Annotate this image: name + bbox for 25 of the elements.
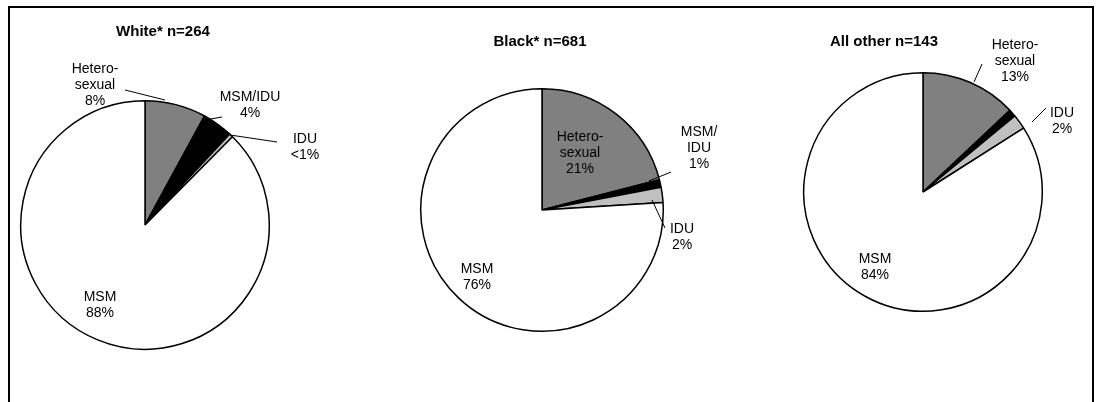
data-label: <1% — [290, 145, 320, 162]
slice-label: MSM/IDU — [680, 122, 718, 155]
data-label: 88% — [85, 303, 115, 320]
slice-label: MSM/IDU — [219, 87, 281, 104]
slice-label: IDU — [669, 219, 695, 236]
slice-label: MSM — [83, 287, 117, 304]
slice-label: Hetero-sexual — [991, 35, 1039, 68]
data-label: 84% — [860, 265, 890, 282]
data-label: 1% — [688, 154, 710, 171]
data-label: 76% — [462, 275, 492, 292]
chart-title: Black* n=681 — [493, 32, 587, 49]
slice-label: IDU — [1049, 103, 1075, 120]
chart-title: All other n=143 — [830, 32, 938, 49]
data-label: 21% — [565, 159, 595, 176]
data-label: 2% — [1051, 119, 1073, 136]
slice-label: MSM — [460, 259, 494, 276]
data-label: 4% — [239, 103, 261, 120]
slice-label: MSM — [858, 249, 892, 266]
data-label: 2% — [671, 235, 693, 252]
chart-title: White* n=264 — [116, 22, 210, 39]
data-label: 13% — [1000, 67, 1030, 84]
slice-label: Hetero-sexual — [556, 127, 604, 160]
slice-label: IDU — [292, 129, 318, 146]
slice-label: Hetero-sexual — [71, 59, 119, 92]
data-label: 8% — [84, 91, 106, 108]
